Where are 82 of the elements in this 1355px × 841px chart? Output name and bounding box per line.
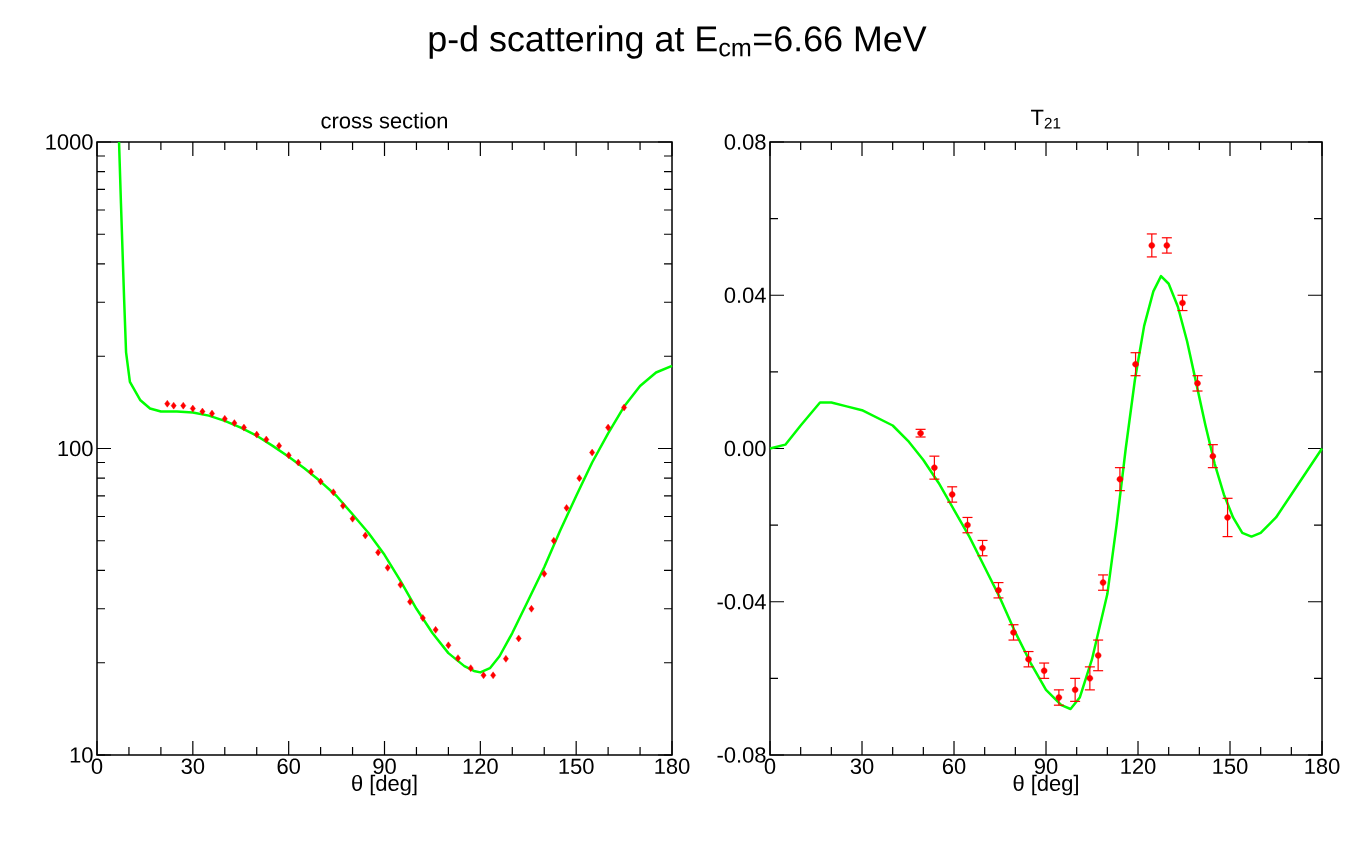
point [455, 654, 461, 662]
point [397, 581, 404, 589]
point [308, 468, 314, 476]
point [384, 564, 391, 572]
point [317, 477, 324, 486]
y-tick-label: 100 [58, 440, 93, 457]
point [1224, 514, 1231, 521]
x-tick-label: 0 [91, 758, 103, 775]
point [1040, 667, 1048, 674]
x-axis-title: θ [deg] [1013, 774, 1078, 796]
y-tick-label: 0.08 [724, 134, 766, 150]
point [490, 671, 496, 679]
x-tick-label: 60 [942, 758, 966, 775]
point [285, 451, 292, 460]
point [563, 504, 570, 512]
point [180, 401, 187, 410]
y-tick-label: -0.04 [717, 593, 766, 610]
point [1099, 579, 1107, 586]
point [1086, 675, 1094, 682]
point [1179, 299, 1186, 307]
point [576, 474, 583, 482]
point [1148, 242, 1156, 249]
point [164, 400, 171, 408]
chart-title: T$_{21}$ [1031, 109, 1061, 129]
point [199, 407, 206, 416]
y-tick-label: -0.08 [717, 747, 766, 763]
x-tick-label: 30 [850, 758, 874, 775]
point [1071, 686, 1079, 694]
point [467, 664, 474, 672]
point [1209, 452, 1217, 460]
point [480, 671, 487, 679]
point [1132, 361, 1139, 368]
y-tick-label: 10 [70, 747, 93, 763]
point [340, 502, 346, 510]
x-tick-label: 150 [1213, 758, 1248, 775]
point [253, 430, 260, 439]
y-tick-label: 0.00 [724, 440, 766, 457]
point [1094, 652, 1102, 659]
point [231, 419, 238, 427]
point [221, 415, 228, 423]
x-tick-label: 180 [1305, 758, 1340, 775]
point [550, 537, 557, 545]
point [432, 626, 439, 634]
x-axis-title: θ [deg] [352, 774, 417, 796]
x-tick-label: 120 [463, 758, 498, 775]
point [503, 655, 509, 663]
chart-subtitle: cross section [321, 112, 447, 129]
point [407, 598, 413, 606]
point [948, 491, 956, 498]
point [1163, 242, 1171, 249]
point [1010, 629, 1017, 636]
point [1194, 380, 1201, 387]
point [295, 458, 302, 467]
x-tick-label: 90 [373, 758, 396, 775]
x-tick-label: 30 [181, 758, 205, 775]
point [528, 605, 535, 613]
point [1055, 694, 1063, 701]
x-tick-label: 90 [1034, 758, 1058, 775]
point [515, 634, 522, 643]
point [420, 614, 426, 622]
point [276, 442, 282, 450]
point [541, 570, 548, 578]
x-tick-label: 60 [277, 758, 300, 775]
x-tick-label: 120 [1121, 758, 1156, 775]
point [1116, 475, 1124, 483]
point [979, 544, 986, 552]
x-tick-label: 0 [764, 758, 776, 775]
point [362, 531, 369, 540]
x-tick-label: 180 [655, 758, 690, 775]
y-tick-label: 0.04 [724, 287, 766, 303]
point [170, 401, 177, 410]
point [445, 641, 452, 649]
chart-title: p-d scattering at E$_{cm}$=6.66 MeV [429, 25, 927, 59]
point [1025, 656, 1032, 663]
point [964, 521, 971, 529]
point [263, 435, 270, 444]
point [931, 464, 938, 471]
x-tick-label: 150 [559, 758, 594, 775]
point [349, 515, 356, 523]
point [995, 587, 1002, 594]
y-tick-label: 1000 [46, 134, 93, 150]
point [330, 488, 337, 496]
